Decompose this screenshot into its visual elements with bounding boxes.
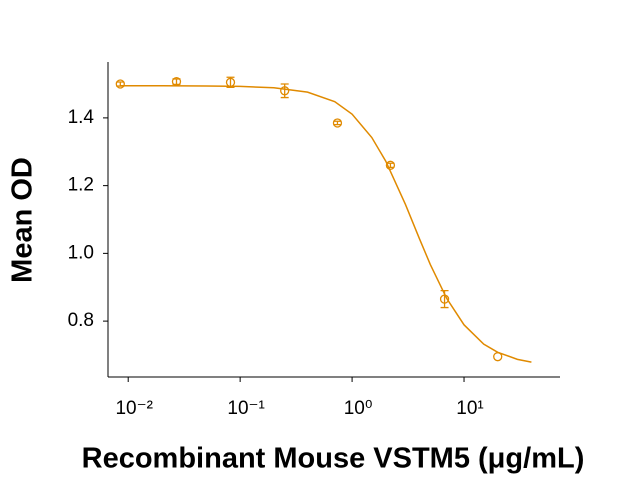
error-bar <box>280 83 289 99</box>
x-tick-label: 10⁻² <box>115 398 153 419</box>
data-point <box>332 118 343 128</box>
x-tick-label: 10⁻¹ <box>227 398 265 419</box>
error-bar <box>333 120 342 126</box>
data-point <box>439 294 450 304</box>
y-tick-label: 0.8 <box>68 310 94 331</box>
data-point <box>280 86 290 96</box>
y-axis-title: Mean OD <box>7 157 39 283</box>
data-point <box>493 352 503 362</box>
y-tick-label: 1.4 <box>68 107 95 128</box>
fit-curve <box>120 84 532 363</box>
data-point <box>115 79 125 89</box>
data-point <box>225 77 236 87</box>
x-tick-label: 10⁰ <box>344 398 373 419</box>
data-point <box>385 160 396 170</box>
y-tick-label: 1.0 <box>68 242 94 263</box>
error-bar <box>386 162 395 168</box>
data-point <box>171 76 182 87</box>
error-bar <box>116 81 125 87</box>
error-bar <box>440 289 449 309</box>
x-axis-title: Recombinant Mouse VSTM5 (μg/mL) <box>82 443 585 475</box>
x-tick-label: 10¹ <box>456 398 483 419</box>
y-tick-label: 1.2 <box>68 175 94 196</box>
